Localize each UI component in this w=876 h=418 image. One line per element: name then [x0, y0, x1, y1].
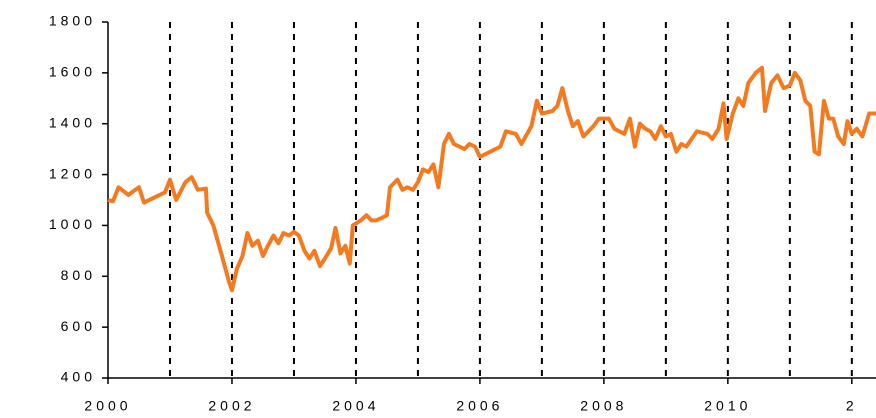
x-tick-label: 2000 [84, 398, 131, 414]
x-tick-label: 2 [846, 398, 858, 414]
x-tick-label: 2002 [208, 398, 255, 414]
y-tick-label: 1800 [49, 13, 96, 29]
y-tick-label: 1600 [49, 64, 96, 80]
x-tick-label: 2008 [580, 398, 627, 414]
x-tick-label: 2010 [704, 398, 751, 414]
y-tick-label: 800 [61, 267, 96, 283]
y-tick-label: 400 [61, 369, 96, 385]
x-tick-label: 2006 [456, 398, 503, 414]
line [107, 65, 876, 293]
y-tick-label: 1000 [49, 216, 96, 232]
y-tick-label: 1200 [49, 165, 96, 181]
y-tick-label: 1400 [49, 114, 96, 130]
x-tick-label: 2004 [332, 398, 379, 414]
y-tick-label: 600 [61, 318, 96, 334]
